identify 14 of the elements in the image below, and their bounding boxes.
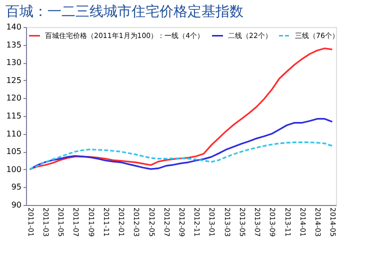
y-tick-label: 125 (6, 76, 22, 85)
y-tick-label: 130 (6, 58, 22, 68)
y-tick-label: 135 (6, 40, 22, 50)
y-tick-label: 115 (6, 112, 22, 120)
chart-title: 百城：一二三线城市住宅价格定基指数 (6, 4, 244, 20)
y-tick-label: 95 (11, 182, 22, 192)
line-series (28, 118, 334, 170)
y-tick-label: 110 (6, 129, 22, 138)
line-series (28, 142, 334, 170)
y-tick-label: 120 (6, 94, 22, 103)
y-tick-label: 105 (6, 147, 22, 156)
y-tick-label: 90 (11, 200, 22, 210)
y-tick-label: 140 (6, 22, 22, 32)
y-tick-label: 100 (6, 164, 22, 174)
